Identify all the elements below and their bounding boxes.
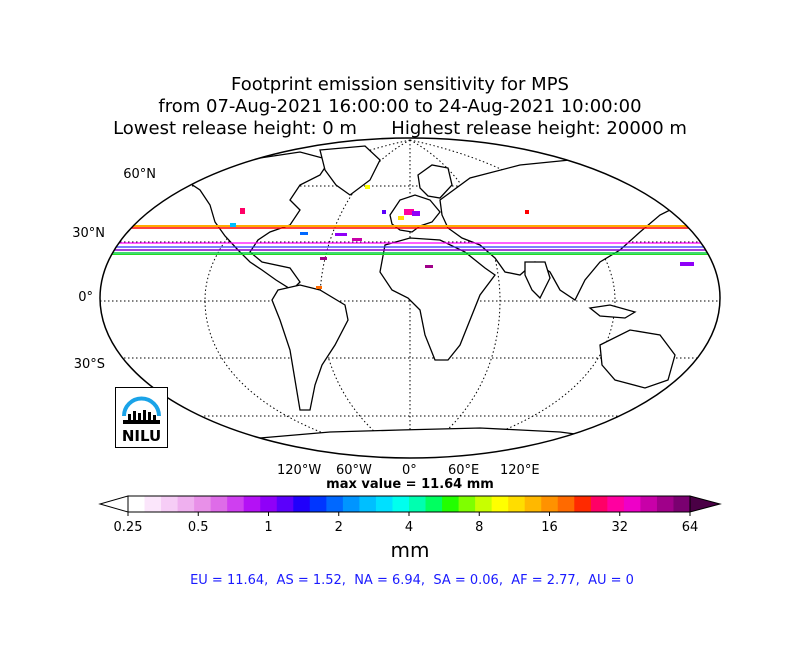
region-totals: EU = 11.64, AS = 1.52, NA = 6.94, SA = 0…: [190, 573, 634, 588]
colorbar-segment: [623, 496, 641, 512]
colorbar-extend-min: [98, 495, 129, 513]
colorbar-segment: [128, 496, 146, 512]
colorbar-segment: [243, 496, 261, 512]
map-frame: [99, 137, 721, 459]
colorbar-tick-label: 0.5: [187, 520, 209, 535]
title-line-3: Lowest release height: 0 m Highest relea…: [113, 118, 687, 139]
colorbar-tick-label: 0.25: [113, 520, 143, 535]
colorbar-unit: mm: [390, 538, 430, 562]
sensitivity-patches: [230, 185, 694, 289]
colorbar: [98, 495, 722, 516]
colorbar-tick-label: 1: [264, 520, 273, 535]
colorbar-segment: [656, 496, 674, 512]
nilu-logo-icon: [122, 396, 161, 424]
colorbar-segment: [541, 496, 559, 512]
colorbar-tick-label: 64: [681, 520, 699, 535]
lon-label-120w: 120°W: [277, 463, 322, 478]
colorbar-segment: [442, 496, 460, 512]
colorbar-segment: [260, 496, 278, 512]
lat-label-30n: 30°N: [72, 226, 105, 241]
colorbar-segment: [640, 496, 658, 512]
colorbar-segment: [491, 496, 509, 512]
colorbar-segment: [425, 496, 443, 512]
colorbar-tick-label: 16: [541, 520, 558, 535]
colorbar-segment: [508, 496, 526, 512]
lon-label-60w: 60°W: [336, 463, 372, 478]
colorbar-segment: [557, 496, 575, 512]
colorbar-segment: [524, 496, 542, 512]
colorbar-segment: [607, 496, 625, 512]
colorbar-segment: [590, 496, 608, 512]
colorbar-segment: [210, 496, 228, 512]
colorbar-segment: [342, 496, 360, 512]
lon-label-120e: 120°E: [500, 463, 540, 478]
colorbar-segment: [309, 496, 327, 512]
max-value-label: max value = 11.64 mm: [326, 477, 494, 492]
lon-label-0: 0°: [402, 463, 417, 478]
colorbar-tick-label: 32: [611, 520, 629, 535]
colorbar-segment: [194, 496, 212, 512]
sensitivity-lines: [100, 225, 720, 255]
colorbar-segment: [177, 496, 195, 512]
colorbar-segment: [326, 496, 344, 512]
colorbar-extend-max: [689, 495, 722, 513]
colorbar-segment: [293, 496, 311, 512]
title-line-1: Footprint emission sensitivity for MPS: [231, 74, 569, 95]
colorbar-segment: [227, 496, 245, 512]
title-line-2: from 07-Aug-2021 16:00:00 to 24-Aug-2021…: [158, 96, 642, 117]
colorbar-tick-label: 8: [475, 520, 484, 535]
colorbar-tick-label: 4: [404, 520, 414, 535]
colorbar-tick-label: 2: [334, 520, 343, 535]
colorbar-segment: [475, 496, 493, 512]
colorbar-segment: [375, 496, 393, 512]
nilu-logo: NILU: [115, 387, 168, 448]
colorbar-segment: [574, 496, 592, 512]
lat-label-30s: 30°S: [73, 357, 105, 372]
lat-label-0: 0°: [78, 290, 93, 305]
lon-label-60e: 60°E: [448, 463, 480, 478]
nilu-logo-text: NILU: [121, 427, 162, 445]
colorbar-segment: [276, 496, 294, 512]
colorbar-segment: [144, 496, 162, 512]
colorbar-segment: [409, 496, 427, 512]
lat-label-60n: 60°N: [123, 167, 156, 182]
colorbar-segment: [673, 496, 691, 512]
colorbar-segment: [458, 496, 476, 512]
colorbar-segment: [392, 496, 410, 512]
colorbar-segment: [161, 496, 179, 512]
world-map: [99, 137, 721, 459]
colorbar-segment: [359, 496, 377, 512]
